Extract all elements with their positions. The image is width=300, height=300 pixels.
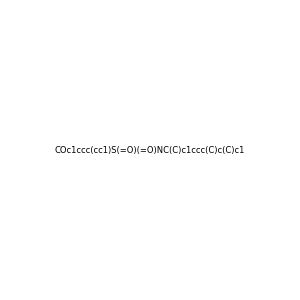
Text: COc1ccc(cc1)S(=O)(=O)NC(C)c1ccc(C)c(C)c1: COc1ccc(cc1)S(=O)(=O)NC(C)c1ccc(C)c(C)c1 [55,146,245,154]
